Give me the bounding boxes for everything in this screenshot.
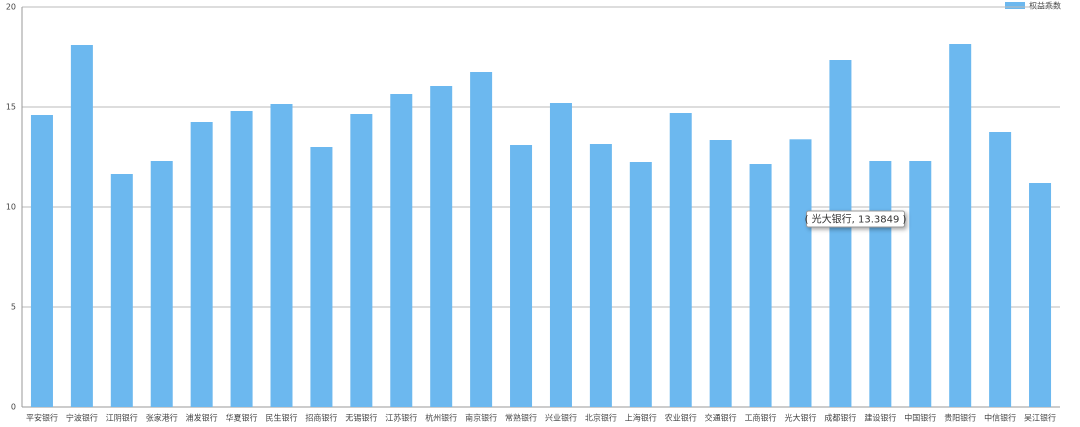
x-tick-label: 交通银行 — [705, 413, 737, 423]
legend-label: 权益乘数 — [1029, 1, 1061, 11]
x-tick-label: 华夏银行 — [226, 413, 258, 423]
bar — [110, 174, 133, 407]
y-tick-label: 10 — [6, 203, 16, 212]
x-tick-label: 宁波银行 — [66, 413, 98, 423]
x-tick-label: 建设银行 — [864, 413, 896, 423]
x-tick-label: 无锡银行 — [345, 413, 377, 423]
bar — [350, 114, 373, 407]
x-tick-label: 招商银行 — [305, 413, 337, 423]
x-tick-label: 吴江银行 — [1024, 413, 1056, 423]
bar — [150, 161, 173, 407]
x-tick-label: 杭州银行 — [425, 413, 457, 423]
bar — [430, 86, 453, 407]
x-tick-label: 工商银行 — [745, 413, 777, 423]
y-tick-label: 5 — [11, 303, 16, 312]
legend-swatch — [1005, 2, 1025, 9]
bar — [310, 147, 333, 407]
bar — [829, 60, 852, 407]
tooltip-text: ( 光大银行, 13.3849 ) — [805, 213, 907, 226]
y-tick-label: 15 — [6, 103, 16, 112]
bar — [190, 122, 213, 407]
x-tick-label: 中信银行 — [984, 413, 1016, 423]
bar — [230, 111, 253, 407]
y-tick-label: 20 — [6, 3, 16, 12]
x-tick-label: 江苏银行 — [385, 413, 417, 423]
bar — [270, 104, 293, 407]
bar — [629, 162, 652, 407]
bar — [470, 72, 493, 407]
bar — [510, 145, 533, 407]
x-tick-label: 农业银行 — [665, 413, 697, 423]
bar — [789, 139, 812, 407]
bar — [909, 161, 932, 407]
tooltip-box — [806, 210, 905, 228]
x-tick-label: 成都银行 — [824, 413, 856, 423]
x-tick-label: 民生银行 — [266, 413, 298, 423]
x-tick-label: 张家港行 — [146, 413, 178, 423]
x-tick-label: 平安银行 — [26, 413, 58, 423]
x-tick-label: 兴业银行 — [545, 413, 577, 423]
tooltip — [806, 210, 905, 228]
bar — [589, 144, 612, 407]
x-tick-label: 中国银行 — [904, 413, 936, 423]
x-tick-label: 常熟银行 — [505, 413, 537, 423]
bar — [749, 164, 772, 407]
bar — [70, 45, 93, 407]
bar — [989, 132, 1012, 407]
bar — [390, 94, 413, 407]
x-tick-label: 南京银行 — [465, 413, 497, 423]
x-tick-label: 江阴银行 — [106, 413, 138, 423]
x-tick-label: 浦发银行 — [186, 413, 218, 423]
x-tick-label: 上海银行 — [625, 413, 657, 423]
y-tick-label: 0 — [11, 403, 16, 412]
bar — [30, 115, 53, 407]
x-tick-label: 北京银行 — [585, 413, 617, 423]
bar — [869, 161, 892, 407]
bar — [709, 140, 732, 407]
bar — [949, 44, 972, 407]
x-tick-label: 光大银行 — [785, 413, 817, 423]
bar — [1029, 183, 1052, 407]
bar — [549, 103, 572, 407]
x-tick-label: 贵阳银行 — [944, 413, 976, 423]
bar — [669, 113, 692, 407]
